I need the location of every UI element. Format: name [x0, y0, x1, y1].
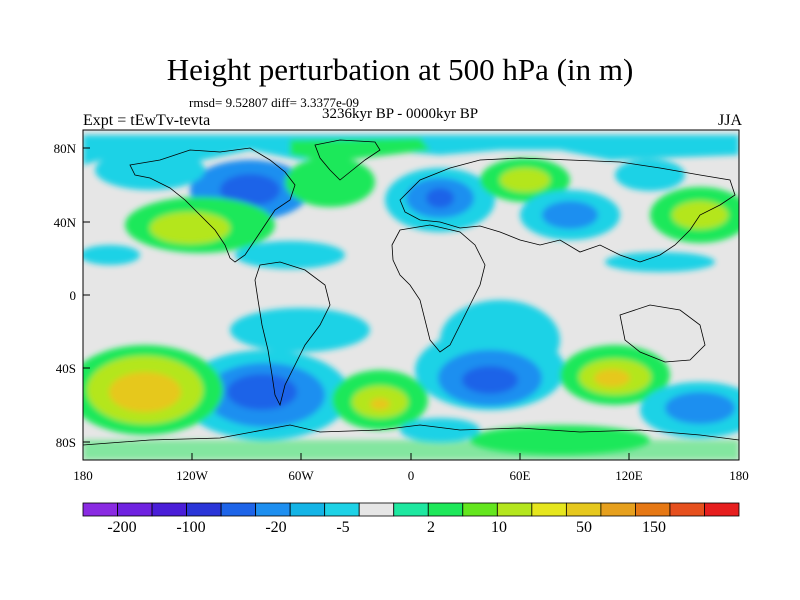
- y-tick-label: 40N: [54, 215, 77, 230]
- x-tick-label: 60W: [288, 468, 314, 483]
- negative-region: [615, 159, 685, 191]
- y-tick-label: 0: [70, 288, 77, 303]
- y-tick-label: 80N: [54, 141, 77, 156]
- x-tick-label: 120E: [615, 468, 643, 483]
- colorbar-label: -100: [176, 519, 205, 536]
- positive-region: [150, 212, 230, 244]
- colorbar-swatch: [635, 502, 671, 517]
- experiment-label: Expt = tEwTv-tevta: [83, 112, 211, 129]
- positive-region: [285, 157, 375, 207]
- negative-region: [605, 252, 715, 272]
- negative-region: [426, 188, 454, 208]
- x-tick-label: 180: [729, 468, 749, 483]
- colorbar-swatch: [462, 502, 498, 517]
- colorbar-swatch: [220, 502, 257, 517]
- coastline-eurasia: [399, 157, 736, 263]
- coastline-north-america: [129, 147, 296, 263]
- colorbar-swatch: [117, 502, 153, 517]
- colorbar-label: 10: [491, 519, 507, 536]
- colorbar-swatch: [565, 502, 602, 517]
- colorbar-label: -200: [107, 519, 136, 536]
- positive-region: [500, 168, 550, 192]
- colorbar-swatch: [186, 502, 222, 517]
- stats-line: rmsd= 9.52807 diff= 3.3377e-09: [189, 95, 360, 110]
- colorbar-swatch: [531, 502, 567, 517]
- x-tick-label: 60E: [510, 468, 531, 483]
- negative-region: [235, 241, 345, 269]
- plot-title: Height perturbation at 500 hPa (in m): [166, 52, 634, 87]
- colorbar-label: -5: [336, 519, 349, 536]
- negative-region: [400, 418, 480, 442]
- map-area: [83, 130, 739, 460]
- colorbar-label: -20: [265, 519, 286, 536]
- colorbar-swatch: [427, 502, 464, 517]
- negative-region: [227, 374, 297, 410]
- x-tick-labels: 180 120W 60W 0 60E 120E 180: [73, 468, 749, 483]
- colorbar-swatch: [82, 502, 118, 517]
- colorbar-swatch: [704, 502, 740, 517]
- coastline-africa: [391, 224, 486, 353]
- season-label: JJA: [717, 112, 742, 129]
- colorbar-label: 50: [576, 519, 592, 536]
- positive-region: [470, 425, 650, 455]
- negative-region: [83, 245, 140, 265]
- colorbar-labels: -200 -100 -20 -5 2 10 50 150: [107, 519, 666, 536]
- colorbar-label: 2: [427, 519, 435, 536]
- x-tick-label: 120W: [176, 468, 209, 483]
- coastline-south-america: [254, 261, 331, 407]
- y-tick-label: 40S: [56, 361, 76, 376]
- colorbar: [82, 502, 740, 517]
- colorbar-swatch: [600, 502, 636, 517]
- contour-fields: [83, 135, 739, 460]
- colorbar-swatch: [393, 502, 429, 517]
- y-tick-label: 80S: [56, 435, 76, 450]
- x-tick-label: 0: [408, 468, 415, 483]
- negative-region: [665, 392, 735, 424]
- colorbar-swatch: [255, 502, 291, 517]
- negative-region: [220, 174, 280, 206]
- colorbar-swatch: [496, 502, 533, 517]
- coastlines: [83, 139, 739, 446]
- positive-region: [290, 138, 430, 162]
- coastline-greenland: [314, 139, 381, 181]
- axis-ticks: [82, 147, 740, 460]
- coastline-australia: [619, 304, 706, 363]
- x-tick-label: 180: [73, 468, 93, 483]
- negative-region: [230, 308, 370, 352]
- colorbar-swatch: [289, 502, 326, 517]
- colorbar-label: 150: [642, 519, 666, 536]
- positive-region: [370, 398, 390, 410]
- y-tick-labels: 80N 40N 0 40S 80S: [54, 141, 77, 450]
- colorbar-swatch: [324, 502, 360, 517]
- negative-region: [95, 150, 205, 190]
- colorbar-swatch: [358, 502, 395, 517]
- colorbar-swatch: [669, 502, 705, 517]
- colorbar-swatch: [151, 502, 187, 517]
- positive-region: [109, 372, 181, 412]
- negative-region: [542, 201, 598, 229]
- negative-region: [462, 366, 518, 394]
- coastline-antarctica: [83, 424, 739, 446]
- period-label: 3236kyr BP - 0000kyr BP: [322, 106, 479, 122]
- positive-region: [594, 369, 630, 387]
